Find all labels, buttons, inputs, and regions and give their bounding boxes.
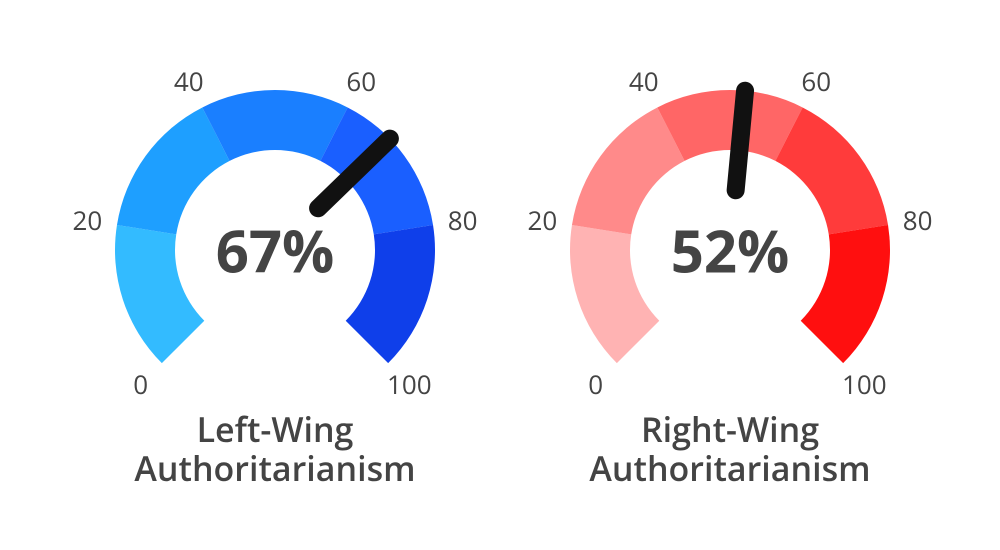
gauge-tick-label: 40	[629, 63, 659, 99]
gauge-segment	[346, 225, 435, 363]
gauge-tick-label: 20	[72, 202, 102, 238]
gauge-title: Left-WingAuthoritarianism	[55, 410, 495, 488]
gauge-tick-label: 80	[903, 202, 933, 238]
gauge-title-line: Authoritarianism	[510, 449, 950, 488]
gauge-value: 52%	[671, 211, 790, 290]
gauge-segment	[801, 225, 890, 363]
gauge-tick-label: 40	[174, 63, 204, 99]
gauge-segment	[570, 225, 659, 363]
gauge-tick-label: 0	[588, 366, 603, 402]
gauge-title-line: Right-Wing	[510, 410, 950, 449]
gauge-value: 67%	[216, 211, 335, 290]
gauge-title-line: Authoritarianism	[55, 449, 495, 488]
gauge-tick-label: 60	[346, 63, 376, 99]
gauge-segment	[115, 225, 204, 363]
gauge-title: Right-WingAuthoritarianism	[510, 410, 950, 488]
gauge-right-wing: 0 20 40 60 80 100 52% Right-WingAuthoritarianis…	[510, 20, 950, 520]
gauge-tick-label: 80	[448, 202, 478, 238]
gauge-tick-label: 60	[801, 63, 831, 99]
gauge-needle	[736, 91, 745, 191]
gauge-tick-label: 100	[842, 366, 887, 402]
gauge-tick-label: 100	[387, 366, 432, 402]
gauge-tick-label: 20	[527, 202, 557, 238]
gauge-title-line: Left-Wing	[55, 410, 495, 449]
gauge-chart-pair: 02040608010067%Left-WingAuthoritarianism…	[0, 0, 1000, 550]
gauge-left-wing: 0 20 40 60 80 100 67% Left-WingAuthoritarianism	[55, 20, 495, 520]
gauge-tick-label: 0	[133, 366, 148, 402]
